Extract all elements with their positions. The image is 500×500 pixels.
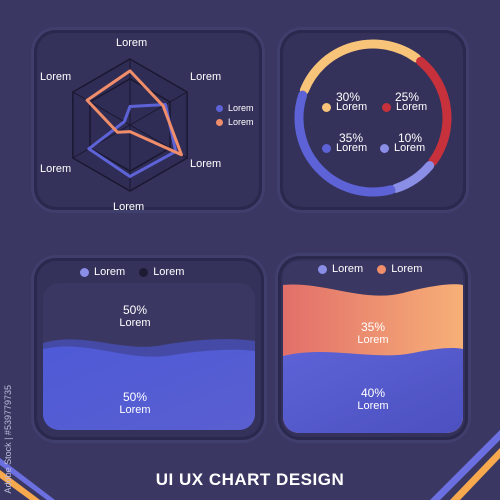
donut-slice-1 — [416, 56, 452, 166]
area-right-bottom-value: 40% Lorem — [348, 387, 398, 413]
donut-label-35-text: Lorem — [336, 142, 368, 154]
area-right-legend-swatch-2 — [377, 264, 387, 274]
donut-label-25-text: Lorem — [396, 101, 428, 113]
area-right-legend: Lorem Lorem — [318, 263, 422, 275]
donut-swatch-10 — [380, 143, 389, 153]
area-left-bottom-value: 50% Lorem — [110, 391, 160, 417]
radar-axis-label-bottom: Lorem — [113, 201, 145, 213]
radar-series-0 — [87, 103, 178, 178]
radar-spoke-5 — [72, 91, 131, 126]
area-wave-left-front — [43, 346, 255, 430]
radar-legend-swatch-orange — [216, 118, 223, 126]
area-plot-right — [283, 261, 463, 433]
donut-value-30: 30% — [336, 91, 360, 104]
area-right-top-label: Lorem — [357, 334, 389, 346]
donut-value-10-pct: 10% — [398, 131, 423, 145]
area-right-top-value: 35% Lorem — [348, 321, 398, 347]
donut-slice-0 — [299, 39, 421, 95]
radar-legend-label-orange: Lorem — [228, 117, 254, 127]
watermark-text: Adobe Stock | #539779735 — [3, 385, 13, 494]
donut-hole — [309, 54, 437, 182]
area-wave-right-blue — [283, 348, 463, 433]
radar-axis-label-bottom-left: Lorem — [40, 163, 72, 175]
area-wave-left — [43, 339, 255, 430]
area-left-legend-label-1: Lorem — [94, 266, 126, 278]
radar-axis-label-top: Lorem — [116, 37, 148, 49]
donut-slice-3 — [294, 90, 396, 197]
radar-legend-swatch-blue — [216, 104, 223, 112]
radar-legend-item-orange: Lorem — [216, 117, 254, 127]
area-left-top-value: 50% Lorem — [110, 304, 160, 330]
radar-spoke-4 — [72, 124, 131, 159]
area-plot-left — [43, 283, 255, 430]
donut-swatch-25 — [382, 102, 391, 112]
area-left-top-label: Lorem — [119, 317, 151, 329]
radar-axis-label-top-left: Lorem — [40, 71, 72, 83]
area-left-top-pct: 50% — [122, 303, 148, 317]
donut-value-25-pct: 25% — [395, 90, 420, 104]
area-left-legend-swatch-2 — [139, 267, 149, 277]
donut-value-35-pct: 35% — [339, 131, 364, 145]
donut-value-35: 35% — [339, 132, 363, 145]
area-left-legend-label-2: Lorem — [153, 266, 185, 278]
radar-legend-item-blue: Lorem — [216, 103, 254, 113]
donut-value-25: 25% — [395, 91, 419, 104]
donut-swatch-35 — [322, 143, 331, 153]
donut-label-30-text: Lorem — [336, 101, 368, 113]
area-left-legend-swatch-1 — [80, 267, 89, 277]
radar-axis-label-top-right: Lorem — [190, 71, 222, 83]
area-right-bottom-label: Lorem — [357, 400, 389, 412]
donut-label-25: Lorem — [382, 101, 427, 113]
donut-label-35: Lorem — [322, 142, 367, 154]
donut-value-30-pct: 30% — [336, 90, 361, 104]
radar-spoke-1 — [129, 91, 188, 126]
radar-axis-label-bottom-right: Lorem — [190, 158, 222, 170]
area-left-bottom-pct: 50% — [122, 390, 148, 404]
donut-label-10: Lorem — [380, 142, 425, 154]
donut-slice-2 — [391, 161, 435, 193]
area-left-legend: Lorem Lorem — [80, 266, 184, 278]
donut-label-10-text: Lorem — [394, 142, 426, 154]
area-right-top-pct: 35% — [360, 320, 386, 334]
footer-title: UI UX CHART DESIGN — [155, 470, 345, 489]
donut-label-30: Lorem — [322, 101, 367, 113]
radar-legend-label-blue: Lorem — [228, 103, 254, 113]
area-left-legend-item-2: Lorem — [139, 266, 184, 278]
area-right-legend-item-1: Lorem — [318, 263, 363, 275]
area-right-legend-item-2: Lorem — [377, 263, 422, 275]
radar-series-1 — [85, 69, 183, 157]
donut-swatch-30 — [322, 102, 331, 112]
area-right-bottom-pct: 40% — [360, 386, 386, 400]
area-wave-right — [283, 284, 463, 433]
area-left-bottom-label: Lorem — [119, 404, 151, 416]
area-left-legend-item-1: Lorem — [80, 266, 125, 278]
area-right-legend-label-1: Lorem — [332, 263, 364, 275]
area-right-legend-label-2: Lorem — [391, 263, 423, 275]
area-right-legend-swatch-1 — [318, 264, 327, 274]
donut-value-10: 10% — [398, 132, 422, 145]
